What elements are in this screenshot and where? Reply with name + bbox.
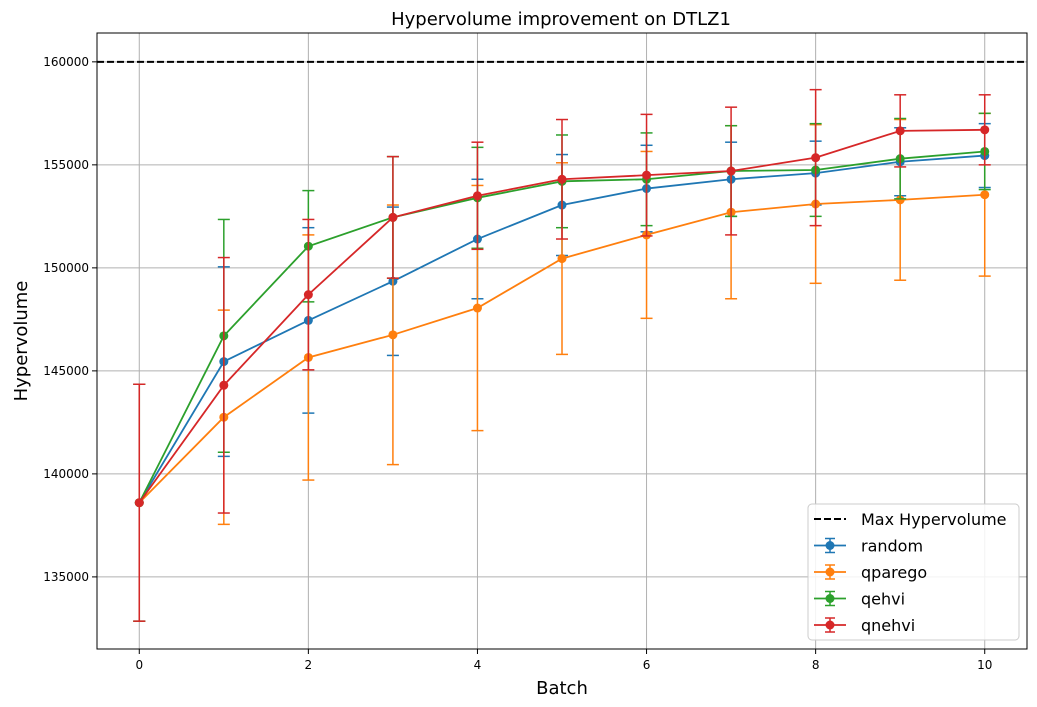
legend-marker xyxy=(825,541,835,550)
data-point xyxy=(895,126,905,136)
series-layer xyxy=(97,60,1027,622)
x-tick-label: 0 xyxy=(135,658,143,672)
data-point xyxy=(980,190,990,200)
x-tick-label: 8 xyxy=(812,658,820,672)
legend-label: qparego xyxy=(861,563,927,582)
y-tick-label: 150000 xyxy=(43,261,89,275)
legend-marker xyxy=(825,567,835,577)
legend-marker xyxy=(825,620,835,630)
legend-marker xyxy=(825,594,835,603)
legend-label: Max Hypervolume xyxy=(861,510,1007,529)
data-point xyxy=(557,174,567,184)
chart-title: Hypervolume improvement on DTLZ1 xyxy=(391,9,731,30)
data-point xyxy=(388,212,398,222)
legend-label: qehvi xyxy=(861,590,905,609)
y-tick-label: 135000 xyxy=(43,570,89,584)
y-tick-label: 160000 xyxy=(43,55,89,69)
data-point xyxy=(134,498,144,508)
axis-ticks: 0 2 4 6 8 10 135000 140000 145000 150000 155000 160… xyxy=(43,55,992,672)
y-tick-label: 155000 xyxy=(43,158,89,172)
data-point xyxy=(642,170,652,180)
x-axis-label: Batch xyxy=(536,678,588,699)
data-point xyxy=(388,330,398,340)
data-point xyxy=(472,191,482,201)
data-point xyxy=(557,254,567,264)
data-point xyxy=(726,166,736,176)
series-qnehvi xyxy=(133,88,991,622)
plot-area-frame xyxy=(96,32,1028,650)
legend-label: random xyxy=(861,537,923,556)
data-point xyxy=(303,290,313,300)
x-tick-label: 2 xyxy=(305,658,313,672)
data-point xyxy=(980,125,990,135)
y-axis-label: Hypervolume xyxy=(11,281,32,402)
legend-box xyxy=(807,503,1020,641)
x-tick-label: 4 xyxy=(474,658,482,672)
data-point xyxy=(811,153,821,163)
legend-label: qnehvi xyxy=(861,616,915,635)
y-tick-label: 140000 xyxy=(43,467,89,481)
x-tick-label: 10 xyxy=(977,658,992,672)
x-tick-label: 6 xyxy=(643,658,651,672)
data-point xyxy=(895,195,905,205)
legend: Max Hypervolume random qparego qehvi qnehvi xyxy=(807,503,1020,641)
data-point xyxy=(219,380,229,390)
data-point xyxy=(472,303,482,313)
y-tick-label: 145000 xyxy=(43,364,89,378)
